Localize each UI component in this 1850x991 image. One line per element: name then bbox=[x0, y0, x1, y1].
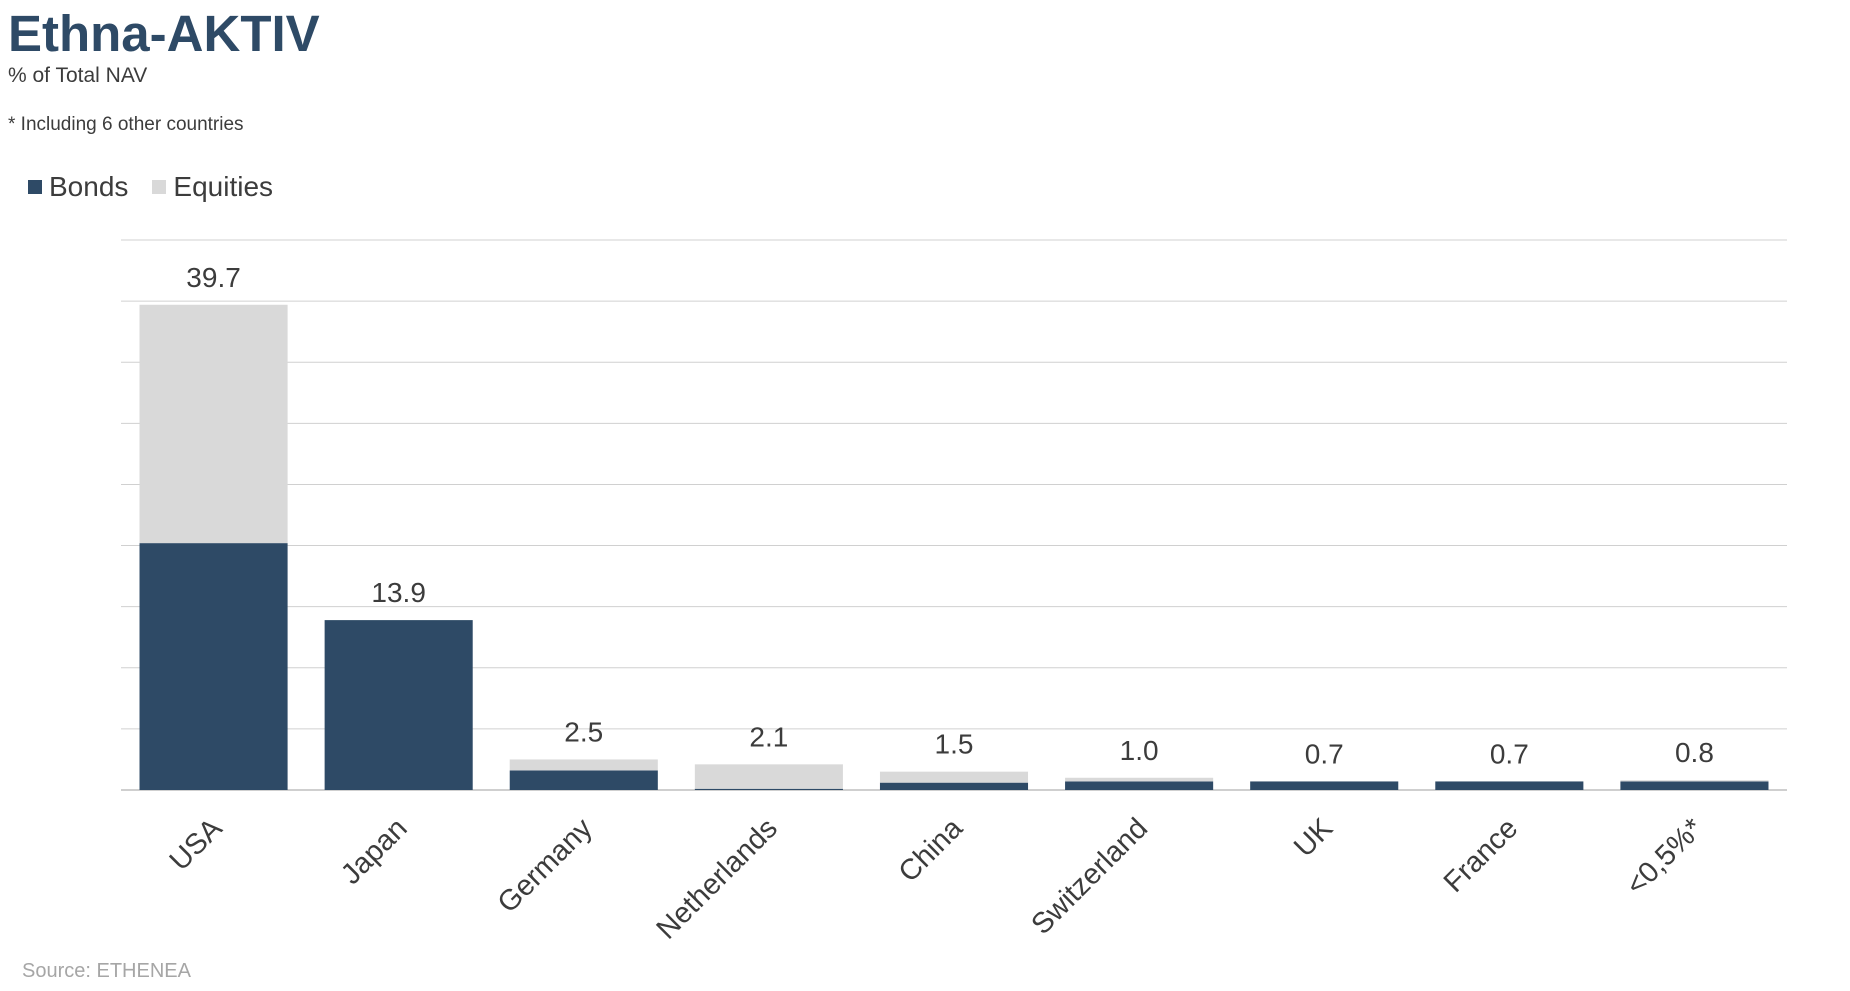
x-tick-label: Germany bbox=[492, 812, 599, 919]
bar-equities bbox=[509, 759, 658, 771]
legend-label-equities: Equities bbox=[173, 171, 274, 202]
chart-title: Ethna-AKTIV bbox=[8, 5, 320, 62]
bar-equities bbox=[139, 304, 288, 544]
bar-bonds bbox=[879, 782, 1029, 790]
bar-bonds bbox=[509, 770, 658, 790]
data-label: 2.1 bbox=[749, 721, 788, 752]
data-label: 1.0 bbox=[1120, 735, 1159, 766]
bar-bonds bbox=[1250, 781, 1399, 790]
bar-bonds bbox=[1435, 781, 1584, 790]
x-tick-label: China bbox=[893, 812, 970, 889]
data-label: 0.7 bbox=[1490, 738, 1529, 769]
bar-bonds bbox=[324, 620, 473, 790]
bar-equities bbox=[879, 771, 1029, 783]
legend-swatch-equities bbox=[152, 180, 167, 194]
x-tick-label: <0,5%* bbox=[1620, 812, 1709, 901]
x-tick-label: USA bbox=[164, 812, 229, 877]
chart-footnote: * Including 6 other countries bbox=[8, 114, 244, 135]
x-tick-labels: USA Japan Germany Netherlands China Switzerla… bbox=[164, 812, 1710, 946]
legend-swatch-bonds bbox=[28, 180, 42, 194]
chart-legend: Bonds Equities bbox=[28, 171, 297, 203]
data-label: 0.8 bbox=[1675, 737, 1714, 768]
data-label: 1.5 bbox=[935, 729, 974, 760]
bar-equities bbox=[1620, 780, 1769, 782]
source-note: Source: ETHENEA bbox=[22, 960, 191, 982]
bar-bonds bbox=[694, 788, 843, 790]
x-tick-label: Japan bbox=[335, 812, 413, 890]
bar-equities bbox=[1065, 777, 1214, 782]
data-label: 39.7 bbox=[186, 262, 241, 293]
data-label: 13.9 bbox=[371, 577, 426, 608]
legend-label-bonds: Bonds bbox=[49, 171, 129, 202]
data-label: 2.5 bbox=[564, 716, 603, 747]
bar-bonds bbox=[139, 543, 288, 790]
legend-item-bonds: Bonds bbox=[28, 171, 128, 203]
legend-item-equities: Equities bbox=[152, 171, 273, 203]
x-tick-label: France bbox=[1438, 812, 1524, 898]
bar-equities bbox=[694, 764, 843, 789]
bar-bonds bbox=[1065, 781, 1214, 790]
x-tick-label: Switzerland bbox=[1025, 812, 1154, 941]
bars bbox=[139, 304, 1769, 790]
x-tick-label: Netherlands bbox=[651, 812, 784, 945]
bar-bonds bbox=[1620, 781, 1769, 790]
data-label: 0.7 bbox=[1305, 738, 1344, 769]
x-tick-label: UK bbox=[1288, 812, 1340, 864]
chart-subtitle: % of Total NAV bbox=[8, 64, 148, 87]
data-labels: 39.7 13.9 2.5 2.1 1.5 1.0 0.7 0.7 0.8 bbox=[186, 262, 1714, 770]
